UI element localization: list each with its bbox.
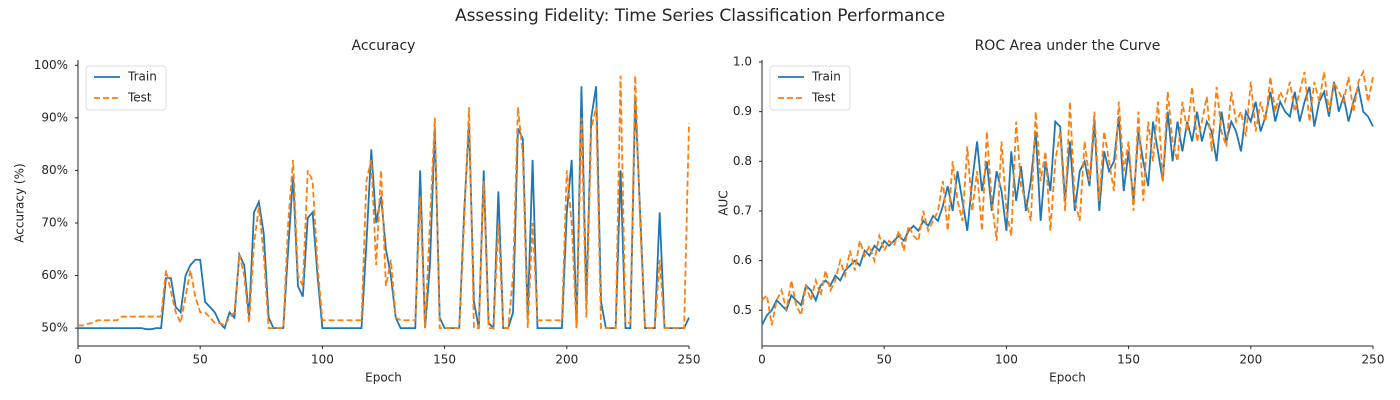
y-tick-label: 0.5	[733, 303, 752, 317]
x-tick-label: 0	[758, 353, 766, 367]
y-tick-label: 1.0	[733, 54, 752, 68]
x-tick-label: 250	[1362, 353, 1385, 367]
y-tick-label: 100%	[34, 58, 68, 72]
y-tick-label: 90%	[41, 110, 68, 124]
series-line	[78, 86, 690, 331]
x-tick-label: 100	[995, 353, 1018, 367]
axes-title: ROC Area under the Curve	[975, 38, 1161, 54]
x-tick-label: 50	[193, 353, 208, 367]
series-line	[78, 75, 690, 330]
x-tick-label: 100	[311, 353, 334, 367]
x-axis-label: Epoch	[365, 371, 402, 385]
legend-label: Train	[127, 70, 157, 84]
legend: Train Test	[769, 65, 851, 111]
y-tick-label: 80%	[41, 163, 68, 177]
legend-label: Train	[811, 70, 841, 84]
x-tick-label: 0	[74, 353, 82, 367]
legend-label: Test	[127, 91, 152, 105]
y-tick-label: 0.9	[733, 104, 752, 118]
figure-title: Assessing Fidelity: Time Series Classifi…	[455, 6, 945, 26]
y-tick-label: 0.8	[733, 154, 752, 168]
x-tick-label: 150	[1117, 353, 1140, 367]
y-axis-label: Accuracy (%)	[13, 163, 27, 242]
y-tick-label: 0.7	[733, 203, 752, 217]
x-axis-label: Epoch	[1049, 371, 1086, 385]
series-line	[761, 81, 1374, 326]
legend-label: Test	[811, 91, 836, 105]
y-tick-label: 0.6	[733, 253, 752, 267]
y-tick-label: 50%	[41, 321, 68, 335]
x-tick-label: 200	[555, 353, 578, 367]
x-tick-label: 250	[678, 353, 701, 367]
x-tick-label: 50	[877, 353, 892, 367]
y-tick-label: 60%	[41, 268, 68, 282]
x-tick-label: 150	[433, 353, 456, 367]
y-tick-label: 70%	[41, 215, 68, 229]
y-axis-label: AUC	[717, 190, 731, 215]
axes-title: Accuracy	[352, 38, 416, 54]
x-tick-label: 200	[1239, 353, 1262, 367]
series-line	[761, 68, 1374, 326]
legend: Train Test	[85, 65, 167, 111]
